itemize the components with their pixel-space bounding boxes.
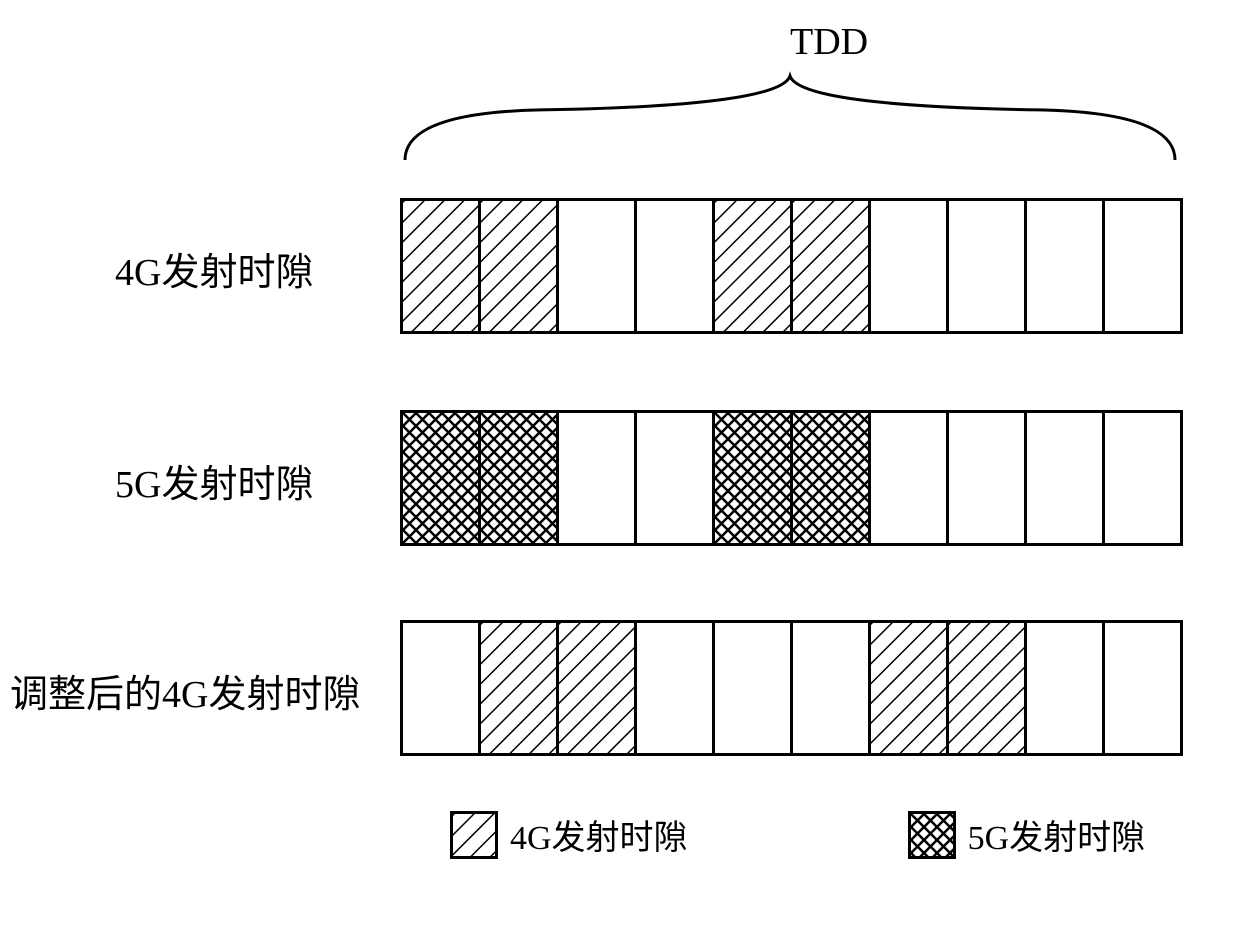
legend-label: 4G发射时隙 [510,810,688,859]
slot [1027,201,1105,331]
slot [793,201,871,331]
slot-strip [400,410,1183,546]
slot [949,413,1027,543]
slot [403,623,481,753]
fill-4g [403,201,481,331]
legend-item: 5G发射时隙 [908,810,1146,859]
slot [481,413,559,543]
slot [949,623,1027,753]
slot [1105,623,1183,753]
slot [793,623,871,753]
tdd-brace [400,70,1180,165]
slot [403,201,481,331]
legend-item: 4G发射时隙 [450,810,688,859]
slot [559,623,637,753]
slot [871,623,949,753]
slot [949,201,1027,331]
fill-5g [481,413,559,543]
slot [871,413,949,543]
legend-swatch-4g [450,811,498,859]
slot [637,623,715,753]
slot [637,201,715,331]
tdd-diagram: TDD 4G发射时隙5G发射时隙调整后的4G发射时隙 4G发射时隙5G发射时隙 [0,0,1240,940]
legend-label: 5G发射时隙 [968,810,1146,859]
fill-4g [949,623,1027,753]
tdd-label: TDD [790,20,868,64]
slot [793,413,871,543]
slot [1105,413,1183,543]
slot-row: 5G发射时隙 [0,410,1240,540]
fill-5g [715,413,793,543]
fill-4g [793,201,871,331]
legend: 4G发射时隙 5G发射时隙 [450,810,1145,859]
slot [1027,623,1105,753]
legend-swatch-5g [908,811,956,859]
slot [1105,201,1183,331]
slot [559,201,637,331]
slot [715,201,793,331]
slot-strip [400,620,1183,756]
slot [715,413,793,543]
slot [1027,413,1105,543]
slot [871,201,949,331]
fill-5g [403,413,481,543]
slot [481,201,559,331]
slot-strip [400,198,1183,334]
fill-5g [793,413,871,543]
fill-4g [481,623,559,753]
slot [559,413,637,543]
slot [715,623,793,753]
slot [403,413,481,543]
row-label: 调整后的4G发射时隙 [10,663,360,718]
row-label: 5G发射时隙 [115,453,313,508]
slot-row: 4G发射时隙 [0,198,1240,328]
fill-4g [481,201,559,331]
fill-4g [715,201,793,331]
slot-row: 调整后的4G发射时隙 [0,620,1240,750]
slot [481,623,559,753]
fill-4g [871,623,949,753]
fill-4g [559,623,637,753]
row-label: 4G发射时隙 [115,241,313,296]
slot [637,413,715,543]
